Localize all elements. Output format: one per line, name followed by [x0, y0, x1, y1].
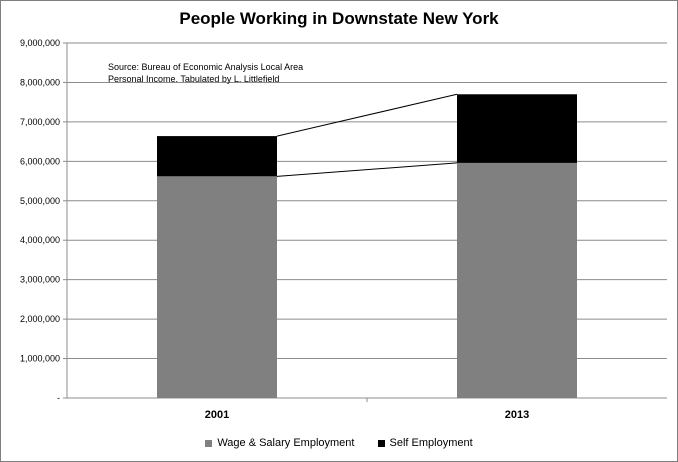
- legend-label-self-employment: Self Employment: [389, 437, 473, 449]
- bar-2001-series-0: [157, 176, 277, 398]
- source-annotation: Source: Bureau of Economic Analysis Loca…: [108, 61, 303, 85]
- x-tick-label: 2001: [205, 409, 229, 421]
- y-tick-label: 5,000,000: [20, 196, 60, 206]
- x-tick-label: 2013: [505, 409, 529, 421]
- legend-label-wage-salary: Wage & Salary Employment: [217, 437, 355, 449]
- bar-2013-series-0: [457, 162, 577, 398]
- y-tick-label: 6,000,000: [20, 156, 60, 166]
- y-tick-label: 7,000,000: [20, 117, 60, 127]
- source-annotation-line-1: Source: Bureau of Economic Analysis Loca…: [108, 62, 304, 72]
- y-tick-label: 3,000,000: [20, 275, 60, 285]
- legend-swatch-self-employment: [377, 439, 385, 447]
- legend-item-wage-salary: Wage & Salary Employment: [205, 437, 354, 449]
- legend: Wage & Salary Employment Self Employment: [0, 437, 678, 450]
- y-tick-label: -: [57, 393, 60, 403]
- y-tick-label: 9,000,000: [20, 38, 60, 48]
- y-tick-label: 2,000,000: [20, 314, 60, 324]
- legend-item-self-employment: Self Employment: [377, 437, 473, 449]
- chart-title: People Working in Downstate New York: [179, 9, 499, 28]
- bar-2001-series-1: [157, 136, 277, 177]
- source-annotation-line-2: Personal Income. Tabulated by L. Littlef…: [108, 74, 280, 84]
- bar-2013-series-1: [457, 94, 577, 163]
- series-line-1: [276, 93, 458, 137]
- series-line-0: [276, 162, 458, 177]
- y-tick-label: 1,000,000: [20, 354, 60, 364]
- legend-swatch-wage-salary: [205, 439, 213, 447]
- y-tick-label: 4,000,000: [20, 235, 60, 245]
- y-tick-label: 8,000,000: [20, 77, 60, 87]
